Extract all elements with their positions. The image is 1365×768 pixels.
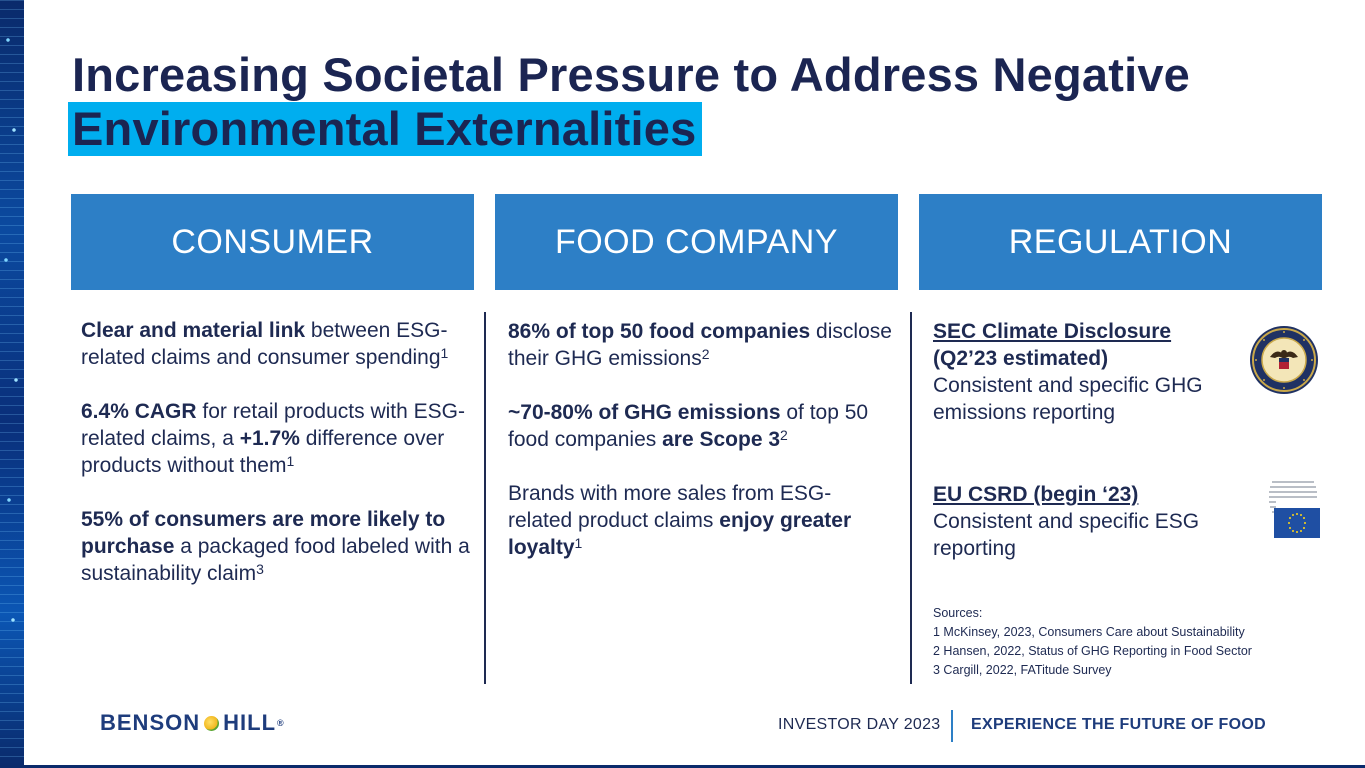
footnote-ref: 3: [256, 561, 264, 577]
bottom-border: [0, 765, 1365, 768]
sec-seal-icon: [1250, 326, 1318, 394]
bold-text: ~70-80% of GHG emissions: [508, 401, 781, 424]
decorative-side-strip: [0, 0, 24, 768]
source-item: 2 Hansen, 2022, Status of GHG Reporting …: [933, 644, 1252, 658]
bold-text: 6.4% CAGR: [81, 400, 197, 423]
food-point-2: ~70-80% of GHG emissions of top 50 food …: [508, 399, 893, 453]
regulation-body: SEC Climate Disclosure (Q2’23 estimated)…: [933, 318, 1233, 562]
bold-text: +1.7%: [239, 427, 300, 450]
tagline: EXPERIENCE THE FUTURE OF FOOD: [971, 716, 1266, 733]
footnote-ref: 2: [780, 427, 788, 443]
logo-text-left: BENSON: [100, 710, 201, 735]
consumer-point-2: 6.4% CAGR for retail products with ESG-r…: [81, 398, 471, 479]
footnote-ref: 2: [701, 346, 710, 362]
bold-text: are Scope 3: [662, 428, 781, 451]
text: for retail products with ESG-related cla…: [81, 400, 465, 450]
title-line-2-highlighted: Environmental Externalities: [68, 102, 703, 156]
source-item: 3 Cargill, 2022, FATitude Survey: [933, 663, 1112, 677]
sources-label: Sources:: [933, 606, 983, 620]
food-company-body: 86% of top 50 food companies disclose th…: [508, 318, 893, 588]
event-label: INVESTOR DAY 2023: [778, 716, 941, 733]
logo-text-right: HILL: [223, 710, 277, 735]
footnote-ref: 1: [440, 345, 449, 361]
benson-hill-logo: BENSON HILL ®: [100, 710, 285, 736]
eu-block: EU CSRD (begin ‘23) Consistent and speci…: [933, 481, 1233, 562]
consumer-body: Clear and material link between ESG-rela…: [81, 317, 471, 614]
title-line-1: Increasing Societal Pressure to Address …: [72, 48, 1191, 101]
text: a packaged food labeled with a sustainab…: [81, 535, 470, 585]
consumer-point-1: Clear and material link between ESG-rela…: [81, 317, 471, 371]
sec-block: SEC Climate Disclosure (Q2’23 estimated)…: [933, 318, 1233, 426]
sec-description: Consistent and specific GHG emissions re…: [933, 374, 1203, 424]
logo-sun-icon: [204, 715, 220, 731]
food-point-3: Brands with more sales from ESG-related …: [508, 480, 893, 561]
column-divider: [484, 312, 486, 684]
food-point-1: 86% of top 50 food companies disclose th…: [508, 318, 893, 372]
consumer-header: CONSUMER: [71, 194, 474, 290]
bold-text: enjoy greater loyalty: [508, 509, 852, 559]
eu-description: Consistent and specific ESG reporting: [933, 510, 1200, 560]
sources: Sources: 1 McKinsey, 2023, Consumers Car…: [933, 604, 1252, 680]
regulation-header: REGULATION: [919, 194, 1322, 290]
sec-subtitle: (Q2’23 estimated): [933, 347, 1109, 370]
footer-separator: [951, 710, 953, 742]
eu-commission-icon: [1269, 481, 1320, 538]
text: difference over products without them: [81, 427, 445, 477]
text: Brands with more sales from ESG-related …: [508, 482, 832, 532]
consumer-point-3: 55% of consumers are more likely to purc…: [81, 506, 471, 587]
column-divider: [910, 312, 912, 684]
food-company-header: FOOD COMPANY: [495, 194, 898, 290]
text: between ESG-related claims and consumer …: [81, 319, 448, 369]
sec-title: SEC Climate Disclosure: [933, 320, 1172, 343]
bold-text: 86% of top 50 food companies: [508, 320, 811, 343]
eu-title: EU CSRD (begin ‘23): [933, 483, 1139, 506]
slide-title: Increasing Societal Pressure to Address …: [68, 48, 1191, 156]
bold-text: Clear and material link: [81, 319, 306, 342]
bold-text: 55% of consumers are more likely to purc…: [81, 508, 446, 558]
source-item: 1 McKinsey, 2023, Consumers Care about S…: [933, 625, 1245, 639]
footnote-ref: 1: [286, 453, 295, 469]
text: of top 50 food companies: [508, 401, 869, 451]
text: disclose their GHG emissions: [508, 320, 892, 370]
registered-mark: ®: [277, 718, 285, 728]
footnote-ref: 1: [574, 535, 583, 551]
